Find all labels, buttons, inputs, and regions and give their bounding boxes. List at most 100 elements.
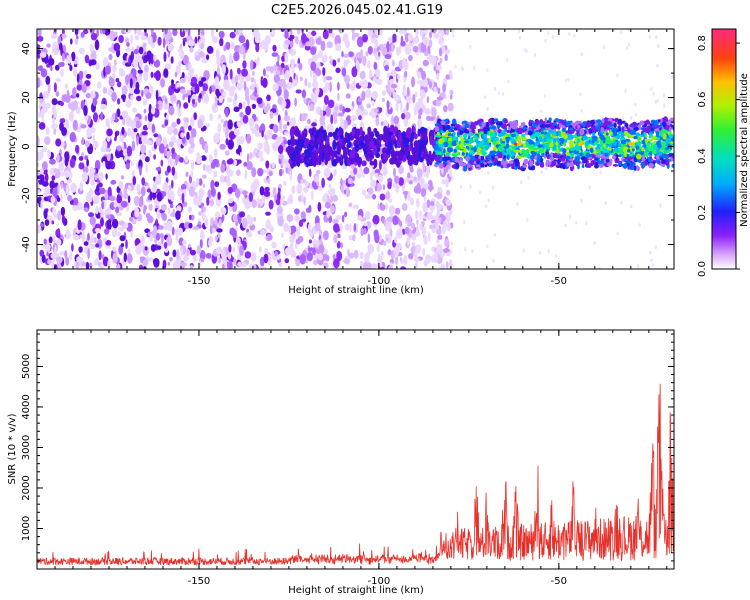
spectrogram-noise-cell [157, 174, 162, 185]
spectrogram-noise-cell [150, 71, 154, 79]
spectrogram-noise-cell [205, 122, 210, 128]
spectrogram-noise-cell [375, 78, 383, 85]
spectrogram-signal-cell [633, 122, 637, 128]
spectrogram-noise-cell [139, 256, 146, 261]
spectrogram-noise-cell [187, 206, 193, 213]
spectrogram-noise-cell [49, 158, 56, 165]
spectrogram-x-tick-label: -150 [188, 276, 211, 287]
spectrogram-noise-cell [421, 70, 427, 80]
spectrogram-noise-cell [312, 259, 319, 266]
spectrogram-noise-cell [201, 58, 208, 64]
spectrogram-noise-cell [209, 199, 215, 207]
spectrogram-noise-cell [310, 61, 317, 72]
spectrogram-noise-cell [190, 76, 198, 84]
spectrogram-signal-cell [485, 127, 490, 132]
spectrogram-signal-cell [647, 146, 653, 152]
spectrogram-noise-cell [322, 262, 329, 269]
spectrogram-noise-cell [189, 46, 194, 53]
spectrogram-signal-cell [470, 156, 476, 161]
spectrogram-noise-cell [198, 211, 202, 216]
spectrogram-noise-cell [64, 83, 68, 90]
spectrogram-signal-cell [659, 123, 663, 129]
spectrogram-noise-cell [89, 43, 94, 52]
spectrogram-noise-cell [284, 247, 291, 256]
spectrogram-signal-cell [419, 140, 424, 146]
spectrogram-signal-cell [515, 144, 519, 148]
spectrogram-signal-cell [516, 155, 522, 159]
spectrogram-noise-cell [69, 64, 73, 72]
spectrogram-signal-cell [347, 141, 352, 148]
spectrogram-noise-cell [134, 54, 142, 63]
spectrogram-signal-cell [514, 122, 519, 127]
spectrogram-signal-cell [646, 125, 651, 131]
spectrogram-noise-cell [101, 201, 104, 210]
spectrogram-noise-cell [162, 259, 167, 269]
spectrogram-noise-cell [269, 111, 274, 119]
spectrogram-noise-cell [547, 31, 550, 35]
spectrogram-noise-cell [140, 186, 146, 197]
spectrogram-noise-cell [303, 98, 307, 105]
spectrogram-noise-cell [209, 113, 214, 122]
spectrogram-signal-cell [476, 151, 482, 155]
spectrogram-noise-cell [137, 69, 143, 74]
spectrogram-signal-cell [604, 152, 609, 157]
spectrogram-noise-cell [40, 223, 44, 228]
spectrogram-noise-cell [228, 244, 232, 253]
spectrogram-noise-cell [57, 197, 61, 203]
spectrogram-y-tick-label: -40 [21, 236, 32, 252]
spectrogram-noise-cell [360, 227, 364, 237]
spectrogram-noise-cell [284, 30, 289, 39]
spectrogram-signal-cell [294, 154, 301, 160]
spectrogram-signal-cell [665, 125, 670, 130]
spectrogram-noise-cell [419, 29, 424, 37]
spectrogram-noise-cell [351, 66, 358, 78]
spectrogram-signal-cell [662, 121, 666, 128]
spectrogram-noise-cell [289, 40, 294, 48]
spectrogram-noise-cell [44, 172, 49, 183]
spectrogram-noise-cell [228, 53, 233, 65]
spectrogram-noise-cell [250, 59, 254, 71]
spectrogram-noise-cell [402, 90, 407, 98]
spectrogram-noise-cell [486, 244, 489, 249]
spectrogram-noise-cell [280, 29, 285, 33]
spectrogram-signal-cell [512, 146, 516, 150]
spectrogram-noise-cell [183, 102, 189, 109]
spectrogram-noise-cell [263, 177, 268, 184]
spectrogram-noise-cell [249, 151, 253, 160]
spectrogram-signal-cell [594, 164, 599, 169]
spectrogram-noise-cell [49, 180, 55, 190]
spectrogram-noise-cell [367, 243, 375, 254]
spectrogram-noise-cell [438, 37, 444, 45]
spectrogram-noise-cell [636, 264, 640, 269]
spectrogram-noise-cell [105, 147, 112, 153]
spectrogram-noise-cell [127, 184, 132, 191]
spectrogram-noise-cell [170, 203, 174, 209]
spectrogram-noise-cell [44, 136, 51, 146]
spectrogram-noise-cell [117, 226, 125, 232]
spectrogram-signal-cell [498, 147, 503, 151]
spectrogram-noise-cell [272, 83, 279, 92]
spectrogram-noise-cell [141, 31, 145, 41]
spectrogram-noise-cell [98, 182, 103, 188]
spectrogram-noise-cell [493, 87, 497, 91]
spectrogram-noise-cell [458, 119, 461, 124]
spectrogram-noise-cell [60, 61, 65, 67]
spectrogram-noise-cell [396, 75, 401, 80]
spectrogram-noise-cell [72, 197, 79, 208]
spectrogram-noise-cell [136, 95, 142, 102]
spectrogram-noise-cell [245, 39, 250, 50]
spectrogram-noise-cell [527, 175, 530, 180]
spectrogram-noise-cell [106, 128, 113, 137]
spectrogram-noise-cell [175, 232, 179, 242]
spectrogram-noise-cell [165, 177, 169, 184]
spectrogram-noise-cell [436, 73, 440, 80]
spectrogram-noise-cell [411, 76, 415, 88]
spectrogram-noise-cell [56, 153, 60, 163]
spectrogram-noise-cell [343, 59, 348, 68]
spectrogram-signal-cell [633, 136, 638, 140]
spectrogram-noise-cell [241, 217, 248, 229]
spectrogram-noise-cell [52, 41, 58, 50]
spectrogram-noise-cell [214, 96, 218, 107]
spectrogram-noise-cell [141, 131, 148, 136]
